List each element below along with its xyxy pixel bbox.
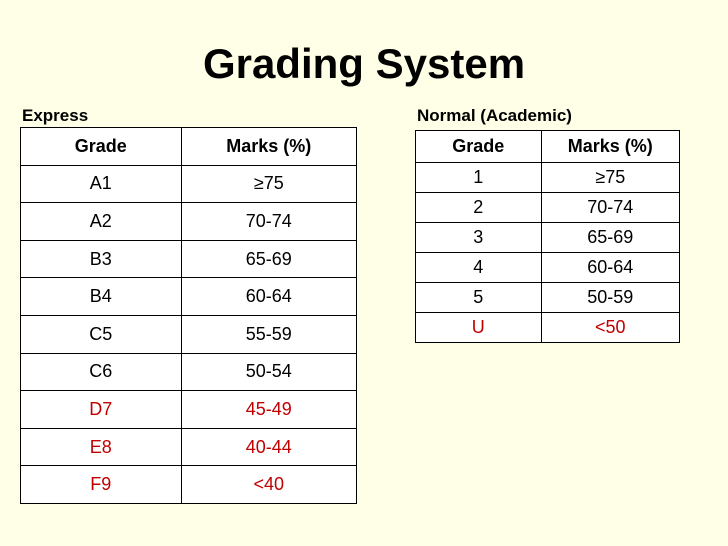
marks-cell: 60-64 [540, 252, 681, 283]
table-row: 2 70-74 [415, 192, 681, 223]
grade-cell: D7 [20, 390, 182, 429]
grade-cell: 5 [415, 282, 542, 313]
marks-cell: 45-49 [180, 390, 358, 429]
table-row: U <50 [415, 312, 681, 343]
marks-cell: 60-64 [180, 277, 358, 316]
normal-academic-grading-table: Grade Marks (%) 1 ≥75 2 70-74 3 65-69 4 60-64 5 5… [415, 130, 681, 343]
marks-cell: 50-54 [180, 352, 358, 392]
table-row: E8 40-44 [20, 427, 358, 467]
grade-cell: B3 [20, 239, 182, 279]
marks-cell: ≥75 [540, 162, 681, 193]
page-title: Grading System [202, 40, 526, 87]
marks-column-header: Marks (%) [180, 127, 358, 166]
grade-cell: E8 [20, 427, 182, 467]
grade-cell: C5 [20, 314, 182, 354]
marks-cell: 65-69 [180, 239, 358, 279]
marks-cell: 40-44 [180, 427, 358, 467]
table-header-row: Grade Marks (%) [20, 127, 358, 166]
table-row: B3 65-69 [20, 239, 358, 279]
marks-cell: 55-59 [180, 314, 358, 354]
table-header-row: Grade Marks (%) [415, 130, 681, 163]
table-row: D7 45-49 [20, 390, 358, 429]
marks-cell: 65-69 [540, 222, 681, 253]
grade-column-header: Grade [20, 127, 182, 166]
grade-cell: F9 [20, 465, 182, 504]
grade-column-header: Grade [415, 130, 542, 163]
normal-academic-caption: Normal (Academic) [417, 106, 572, 125]
marks-cell: 70-74 [540, 192, 681, 223]
table-row: C5 55-59 [20, 314, 358, 354]
marks-column-header: Marks (%) [540, 130, 681, 163]
table-row: C6 50-54 [20, 352, 358, 392]
grade-cell: U [415, 312, 542, 343]
marks-cell: <50 [540, 312, 681, 343]
express-grading-table: Grade Marks (%) A1 ≥75 A2 70-74 B3 65-69 B4 60-… [20, 127, 358, 504]
table-row: B4 60-64 [20, 277, 358, 316]
table-row: 3 65-69 [415, 222, 681, 253]
grade-cell: C6 [20, 352, 182, 392]
express-caption: Express [22, 106, 89, 125]
marks-cell: <40 [180, 465, 358, 504]
marks-cell: 50-59 [540, 282, 681, 313]
grade-cell: 1 [415, 162, 542, 193]
marks-cell: 70-74 [180, 202, 358, 241]
grade-cell: A1 [20, 164, 182, 204]
table-row: A2 70-74 [20, 202, 358, 241]
table-row: 4 60-64 [415, 252, 681, 283]
table-row: A1 ≥75 [20, 164, 358, 204]
grade-cell: B4 [20, 277, 182, 316]
grade-cell: 3 [415, 222, 542, 253]
table-row: 5 50-59 [415, 282, 681, 313]
table-row: 1 ≥75 [415, 162, 681, 193]
grade-cell: A2 [20, 202, 182, 241]
grade-cell: 4 [415, 252, 542, 283]
marks-cell: ≥75 [180, 164, 358, 204]
grade-cell: 2 [415, 192, 542, 223]
table-row: F9 <40 [20, 465, 358, 504]
